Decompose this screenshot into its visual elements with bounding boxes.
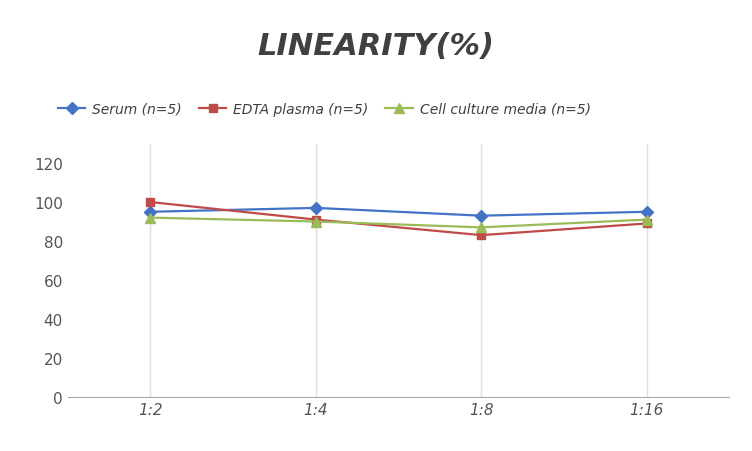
Line: Serum (n=5): Serum (n=5): [146, 204, 651, 221]
Cell culture media (n=5): [146, 216, 155, 221]
Serum (n=5): [311, 206, 320, 211]
Cell culture media (n=5): [642, 217, 651, 223]
Line: Cell culture media (n=5): Cell culture media (n=5): [146, 213, 651, 233]
Serum (n=5): [477, 213, 486, 219]
Cell culture media (n=5): [477, 225, 486, 230]
Serum (n=5): [642, 210, 651, 215]
Cell culture media (n=5): [311, 219, 320, 225]
EDTA plasma (n=5): [311, 217, 320, 223]
EDTA plasma (n=5): [642, 221, 651, 227]
EDTA plasma (n=5): [146, 200, 155, 205]
EDTA plasma (n=5): [477, 233, 486, 238]
Text: LINEARITY(%): LINEARITY(%): [257, 32, 495, 60]
Serum (n=5): [146, 210, 155, 215]
Legend: Serum (n=5), EDTA plasma (n=5), Cell culture media (n=5): Serum (n=5), EDTA plasma (n=5), Cell cul…: [52, 97, 596, 122]
Line: EDTA plasma (n=5): EDTA plasma (n=5): [146, 198, 651, 240]
